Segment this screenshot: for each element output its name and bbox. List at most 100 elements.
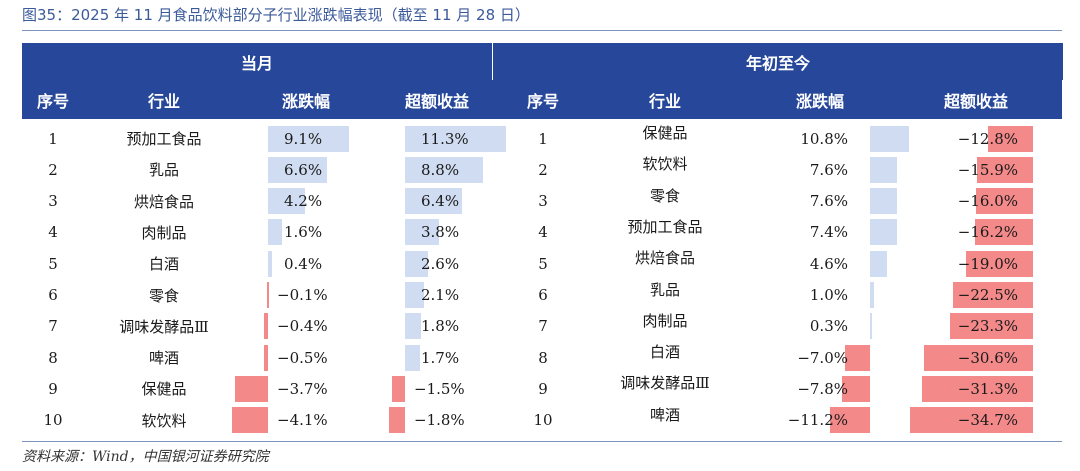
left-change-label: 1.6%	[284, 223, 323, 242]
header-no-left: 序号	[36, 91, 69, 111]
left-row-industry: 软饮料	[141, 411, 187, 430]
right-row-industry: 肉制品	[642, 311, 688, 330]
left-row-industry: 啤酒	[148, 349, 179, 368]
header-industry-left: 行业	[147, 91, 180, 111]
right-change-label: 10.8%	[800, 129, 848, 148]
left-change-label: 9.1%	[284, 129, 323, 148]
left-change-bar	[268, 219, 283, 246]
left-change-label: −3.7%	[277, 379, 328, 398]
right-excess-bar	[909, 407, 1033, 434]
left-row-no: 1	[48, 129, 58, 148]
bottom-rule	[22, 441, 1062, 442]
right-change-bar	[870, 125, 909, 152]
right-row-no: 10	[533, 411, 553, 430]
left-change-bar	[264, 313, 268, 340]
right-excess-bar	[921, 375, 1033, 402]
right-excess-label: −31.3%	[957, 379, 1018, 398]
right-change-bar	[844, 344, 870, 371]
left-row-no: 6	[48, 286, 58, 304]
right-change-bar	[870, 188, 898, 215]
left-row-no: 10	[43, 411, 63, 430]
right-change-label: −7.0%	[797, 348, 848, 367]
right-excess-label: −16.0%	[957, 192, 1018, 211]
left-excess-label: 11.3%	[421, 129, 469, 148]
right-excess-bar	[987, 125, 1033, 152]
right-row-no: 5	[538, 254, 548, 273]
right-row-industry: 白酒	[649, 343, 680, 362]
right-excess-label: −34.7%	[957, 411, 1018, 430]
left-row-no: 5	[48, 254, 58, 273]
right-excess-bar	[976, 156, 1033, 183]
right-row-no: 6	[538, 286, 548, 304]
left-change-bar	[267, 282, 269, 308]
right-excess-bar	[976, 188, 1033, 215]
right-row-no: 1	[538, 129, 548, 148]
right-change-bar	[870, 313, 872, 340]
right-excess-label: −16.2%	[957, 223, 1018, 242]
left-excess-label: −1.8%	[414, 411, 465, 430]
header-excess-left: 超额收益	[404, 91, 469, 111]
left-change-bar	[235, 375, 268, 402]
right-row-industry: 乳品	[649, 280, 680, 299]
left-excess-label: 2.6%	[421, 254, 460, 273]
right-row-no: 3	[538, 192, 548, 211]
left-row-no: 9	[48, 379, 58, 398]
group-header-month: 当月	[22, 43, 492, 80]
right-excess-label: −12.8%	[957, 129, 1018, 148]
source-note: 资料来源：Wind，中国银河证券研究院	[22, 449, 269, 465]
right-row-no: 4	[538, 223, 548, 242]
left-row-no: 3	[48, 192, 58, 211]
left-excess-bar	[388, 407, 405, 434]
right-row-industry: 保健品	[642, 124, 688, 142]
left-row-industry: 白酒	[148, 255, 179, 274]
right-row-no: 9	[538, 379, 548, 398]
left-excess-bar	[405, 156, 484, 183]
left-excess-bar	[405, 344, 421, 371]
right-row-industry: 啤酒	[649, 405, 680, 424]
left-excess-label: 3.8%	[421, 223, 460, 242]
right-change-bar	[870, 282, 874, 308]
left-excess-bar	[391, 375, 405, 402]
right-change-bar	[870, 156, 898, 183]
left-row-no: 2	[48, 160, 58, 179]
right-excess-label: −22.5%	[957, 286, 1018, 304]
left-change-bar	[268, 125, 349, 152]
header-no-right: 序号	[526, 91, 559, 111]
header-excess-right: 超额收益	[943, 91, 1008, 111]
left-row-industry: 保健品	[141, 380, 187, 399]
left-change-label: 0.4%	[284, 254, 323, 273]
right-excess-label: −15.9%	[957, 160, 1018, 179]
left-excess-label: 1.7%	[421, 348, 460, 367]
right-row-industry: 零食	[649, 186, 680, 205]
figure-caption: 图35：2025 年 11 月食品饮料部分子行业涨跌幅表现（截至 11 月 28…	[22, 0, 1062, 31]
right-row-industry: 预加工食品	[627, 217, 703, 236]
left-row-industry: 烘焙食品	[133, 192, 194, 211]
right-row-no: 2	[538, 160, 548, 179]
right-change-label: −11.2%	[787, 411, 848, 430]
right-change-label: −7.8%	[797, 379, 848, 398]
left-excess-label: 2.1%	[421, 286, 460, 304]
left-row-industry: 肉制品	[141, 223, 187, 242]
right-change-label: 7.4%	[809, 223, 848, 242]
left-change-label: −0.4%	[277, 317, 328, 336]
left-row-no: 4	[48, 223, 58, 242]
group-header-ytd: 年初至今	[492, 43, 1063, 80]
left-excess-bar	[405, 313, 422, 340]
left-row-no: 7	[48, 317, 58, 336]
left-change-bar	[263, 344, 268, 371]
right-excess-label: −23.3%	[957, 317, 1018, 336]
right-change-label: 7.6%	[809, 160, 848, 179]
right-row-industry: 调味发酵品Ⅲ	[620, 374, 710, 393]
right-row-industry: 烘焙食品	[634, 249, 695, 268]
right-change-bar	[841, 375, 870, 402]
left-change-label: 6.6%	[284, 160, 323, 179]
column-header-row	[22, 80, 1062, 119]
right-change-bar	[870, 250, 887, 277]
left-change-label: 4.2%	[284, 192, 323, 211]
header-industry-right: 行业	[648, 91, 681, 111]
header-change-right: 涨跌幅	[795, 91, 844, 111]
right-excess-label: −19.0%	[957, 254, 1018, 273]
left-row-industry: 零食	[148, 286, 179, 305]
left-row-industry: 调味发酵品Ⅲ	[119, 317, 209, 336]
left-excess-label: 8.8%	[421, 160, 460, 179]
